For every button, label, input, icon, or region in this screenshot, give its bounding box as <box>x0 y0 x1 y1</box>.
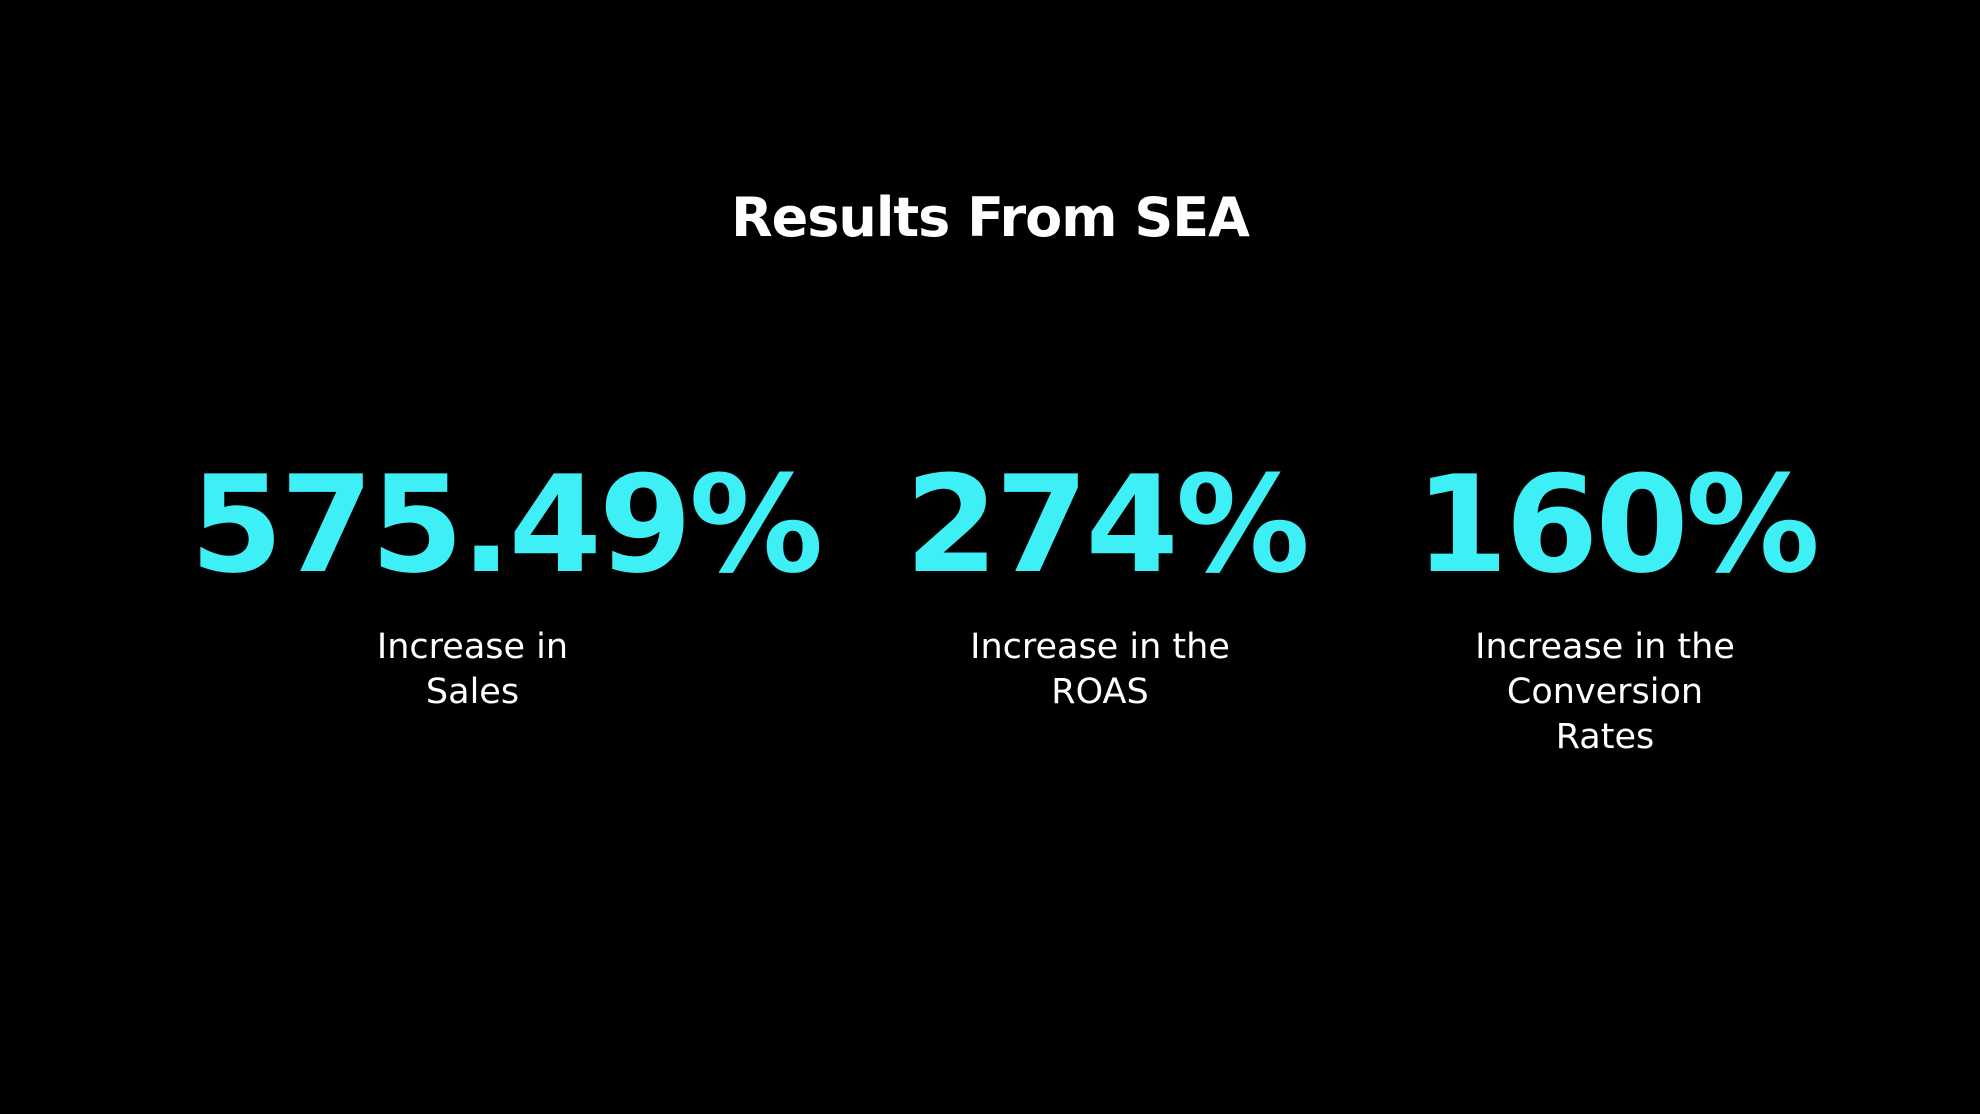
stat-label-line: Sales <box>425 672 520 712</box>
stat-value: 575.49% <box>190 447 823 603</box>
stat-label-line: Rates <box>1555 717 1655 757</box>
stat-label-line: Increase in the <box>970 627 1230 667</box>
stat-label: Increase in Sales <box>190 625 755 715</box>
stat-label: Increase in the ROAS <box>905 625 1295 715</box>
stat-label-line: Increase in the <box>1475 627 1735 667</box>
stat-sales-increase: 575.49% Increase in Sales <box>190 447 823 715</box>
stat-conversion-rate-increase: 160% Increase in the Conversion Rates <box>1415 447 1820 760</box>
stat-value: 160% <box>1415 447 1820 603</box>
stat-roas-increase: 274% Increase in the ROAS <box>905 447 1310 715</box>
page-title: Results From SEA <box>731 186 1250 249</box>
stat-label-line: ROAS <box>1051 672 1149 712</box>
stat-value: 274% <box>905 447 1310 603</box>
stat-label-line: Increase in <box>376 627 569 667</box>
stat-label: Increase in the Conversion Rates <box>1415 625 1795 760</box>
stat-label-line: Conversion <box>1506 672 1704 712</box>
